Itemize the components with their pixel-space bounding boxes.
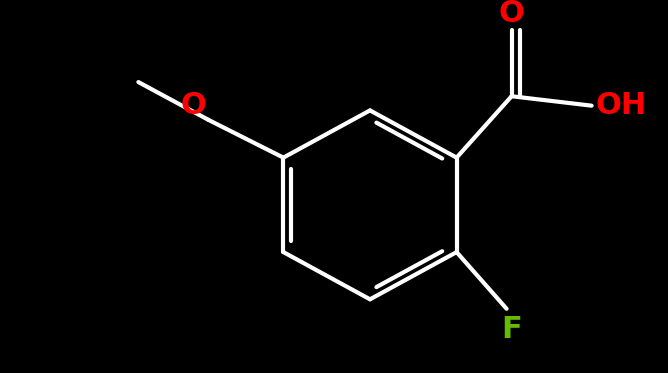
Text: OH: OH [596,91,647,120]
Text: F: F [501,315,522,344]
Text: O: O [499,0,524,28]
Text: O: O [180,91,206,120]
